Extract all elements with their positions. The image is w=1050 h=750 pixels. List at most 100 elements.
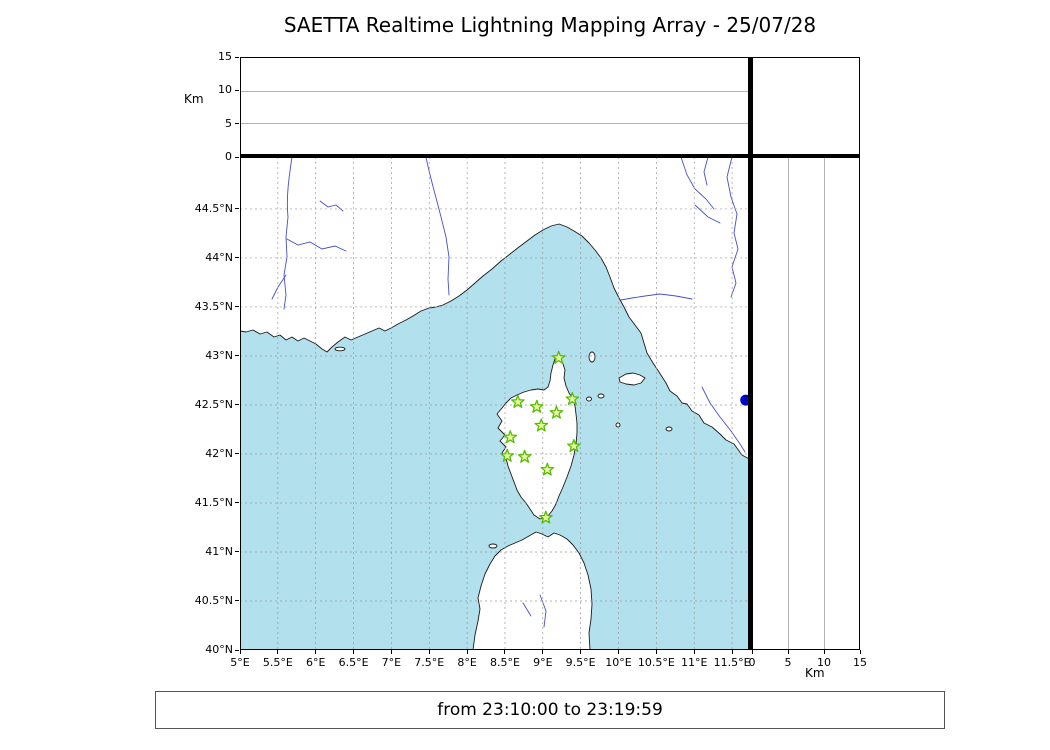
tick-mark <box>542 650 544 654</box>
river-sardinia-1 <box>539 594 547 628</box>
lma-station-marker <box>500 448 515 462</box>
hyeres-islands <box>334 346 346 352</box>
tick-mark <box>428 650 430 654</box>
tick-mark <box>235 208 239 210</box>
lma-station-marker <box>551 350 566 364</box>
lma-station-marker <box>539 510 553 524</box>
capraia-island <box>588 351 596 363</box>
altitude-axis-unit-right: Km <box>805 666 825 680</box>
time-range-text: from 23:10:00 to 23:19:59 <box>437 700 663 720</box>
lon-tick-label: 8.5°E <box>489 656 520 669</box>
alt-tick-label-right: 10 <box>817 656 831 669</box>
tick-mark <box>235 306 239 308</box>
lon-tick-label: 11°E <box>680 656 708 669</box>
tick-mark <box>731 650 733 654</box>
river-po-trib-4 <box>694 204 721 224</box>
rivers-group <box>271 156 746 628</box>
lma-station-marker <box>567 438 581 453</box>
tick-mark <box>235 56 239 58</box>
lma-station-marker <box>511 394 525 408</box>
tick-mark <box>235 649 239 651</box>
montecristo-island <box>615 422 621 428</box>
lon-tick-label: 7.5°E <box>414 656 445 669</box>
stations-group <box>500 350 581 524</box>
tick-mark <box>239 650 241 654</box>
tick-mark <box>235 257 239 259</box>
river-tiber <box>701 386 746 453</box>
altitude-gridline-5km <box>241 123 750 125</box>
corner-panel <box>752 57 860 157</box>
alt-tick-label-right: 5 <box>784 656 792 669</box>
tick-mark <box>235 502 239 504</box>
tick-mark <box>235 453 239 455</box>
lat-tick-label: 42.5°N <box>194 397 233 411</box>
altitude-axis-unit-top: Km <box>184 92 204 106</box>
lon-tick-label: 6.5°E <box>338 656 369 669</box>
lma-station-marker <box>503 430 518 444</box>
page-title: SAETTA Realtime Lightning Mapping Array … <box>283 13 817 37</box>
islet <box>597 393 605 399</box>
alt-tick-label-right: 0 <box>748 656 756 669</box>
axis-separator-vertical <box>748 57 752 650</box>
tick-mark <box>235 89 239 91</box>
lon-tick-label: 7°E <box>381 656 402 669</box>
lat-tick-label: 40°N <box>205 643 233 656</box>
map-graticule <box>240 157 751 650</box>
lma-station-marker <box>540 462 555 476</box>
lon-tick-label: 6°E <box>305 656 326 669</box>
alt-tick-label-top: 10 <box>218 83 232 97</box>
tick-mark <box>235 551 239 553</box>
tick-mark <box>787 650 789 654</box>
tick-mark <box>693 650 695 654</box>
lat-tick-label: 40.5°N <box>194 593 233 607</box>
river-sardinia-2 <box>522 602 532 617</box>
alt-tick-label-top: 15 <box>218 50 232 63</box>
tick-mark <box>823 650 825 654</box>
lon-tick-label: 5.5°E <box>262 656 293 669</box>
lma-station-marker <box>529 399 544 413</box>
lon-tick-label: 5°E <box>230 656 250 669</box>
tick-mark <box>580 650 582 654</box>
river-segment <box>319 200 344 212</box>
lat-tick-label: 42°N <box>205 446 233 460</box>
lma-station-marker <box>565 391 580 405</box>
elba-island <box>618 372 646 386</box>
altitude-gridline-10km <box>241 90 750 92</box>
sardinia-island <box>472 531 593 651</box>
tick-mark <box>751 650 753 654</box>
altitude-gridline-10km <box>823 158 825 649</box>
tick-mark <box>235 156 239 158</box>
lat-tick-label: 44.5°N <box>194 201 233 215</box>
tick-mark <box>235 600 239 602</box>
altitude-gridline-5km <box>788 158 790 649</box>
alt-tick-label-right: 15 <box>853 656 867 669</box>
lon-tick-label: 9°E <box>533 656 553 669</box>
islet <box>586 396 592 402</box>
river-arno <box>620 293 693 301</box>
lon-altitude-panel <box>240 57 751 157</box>
tick-mark <box>859 650 861 654</box>
time-range-box: from 23:10:00 to 23:19:59 <box>155 691 945 729</box>
tick-mark <box>655 650 657 654</box>
lon-tick-label: 11.5°E <box>713 656 751 669</box>
river-po-trib-1 <box>680 156 715 210</box>
axis-separator-horizontal <box>240 154 860 158</box>
tick-mark <box>390 650 392 654</box>
tick-mark <box>235 355 239 357</box>
lat-altitude-panel <box>752 157 860 650</box>
lat-tick-label: 41.5°N <box>194 495 233 509</box>
lon-tick-label: 9.5°E <box>565 656 596 669</box>
tick-mark <box>466 650 468 654</box>
lat-tick-label: 41°N <box>205 544 233 558</box>
tick-mark <box>353 650 355 654</box>
giglio-island <box>665 426 673 432</box>
lat-tick-label: 43°N <box>205 348 233 362</box>
lat-tick-label: 44°N <box>205 250 233 264</box>
river-po-trib-2 <box>703 156 709 186</box>
river-rhone <box>283 156 293 310</box>
river-var <box>425 156 450 296</box>
lon-tick-label: 10°E <box>605 656 632 669</box>
lma-station-marker <box>549 405 564 419</box>
map-panel <box>239 156 752 651</box>
